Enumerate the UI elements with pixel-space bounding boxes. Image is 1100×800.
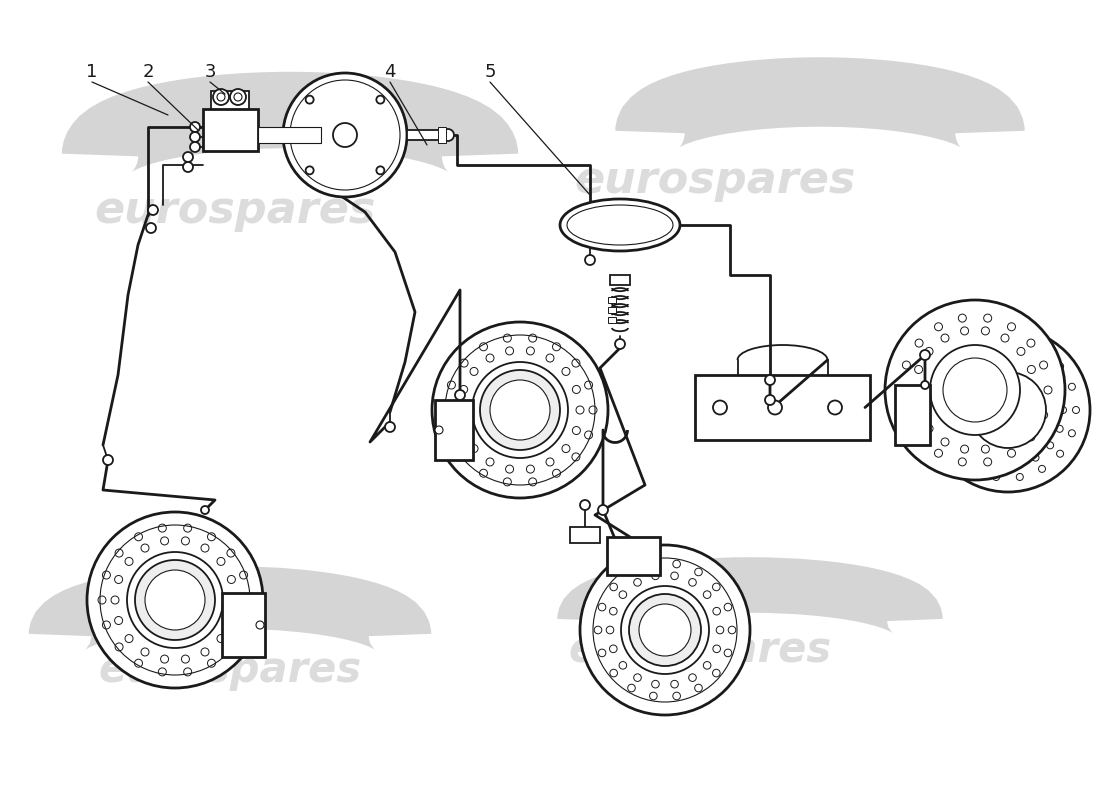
Circle shape — [442, 129, 454, 141]
Text: eurospares: eurospares — [574, 158, 856, 202]
Circle shape — [490, 380, 550, 440]
Circle shape — [385, 422, 395, 432]
Circle shape — [598, 505, 608, 515]
Circle shape — [256, 621, 264, 629]
Circle shape — [146, 223, 156, 233]
Circle shape — [190, 132, 200, 142]
Text: 5: 5 — [484, 63, 496, 81]
Circle shape — [585, 255, 595, 265]
Bar — [258, 127, 321, 143]
Circle shape — [87, 512, 263, 688]
Circle shape — [126, 552, 223, 648]
Circle shape — [217, 93, 226, 101]
Text: 4: 4 — [384, 63, 396, 81]
Circle shape — [921, 381, 929, 389]
Circle shape — [920, 350, 929, 360]
Circle shape — [930, 345, 1020, 435]
Text: eurospares: eurospares — [569, 629, 832, 671]
Circle shape — [190, 122, 200, 132]
Circle shape — [183, 152, 192, 162]
Bar — [438, 127, 446, 143]
Circle shape — [183, 162, 192, 172]
Circle shape — [828, 401, 842, 414]
Text: 3: 3 — [205, 63, 216, 81]
Circle shape — [580, 545, 750, 715]
Circle shape — [886, 300, 1065, 480]
Circle shape — [970, 372, 1046, 448]
Circle shape — [213, 89, 229, 105]
Circle shape — [230, 89, 246, 105]
Bar — [204, 109, 258, 151]
Circle shape — [190, 142, 200, 152]
Circle shape — [234, 93, 242, 101]
Circle shape — [768, 401, 782, 414]
Circle shape — [480, 370, 560, 450]
Circle shape — [629, 594, 701, 666]
Bar — [570, 527, 600, 543]
Polygon shape — [434, 400, 473, 460]
Circle shape — [580, 500, 590, 510]
Circle shape — [148, 205, 158, 215]
Circle shape — [621, 586, 710, 674]
Circle shape — [145, 570, 205, 630]
Circle shape — [283, 73, 407, 197]
Bar — [608, 297, 616, 303]
Text: eurospares: eurospares — [98, 649, 362, 691]
Circle shape — [434, 426, 443, 434]
Circle shape — [135, 560, 214, 640]
Circle shape — [472, 362, 568, 458]
Circle shape — [639, 604, 691, 656]
Circle shape — [926, 328, 1090, 492]
Circle shape — [713, 401, 727, 414]
Circle shape — [432, 322, 608, 498]
Text: 1: 1 — [86, 63, 98, 81]
Circle shape — [615, 339, 625, 349]
Circle shape — [943, 358, 1006, 422]
Bar — [610, 275, 630, 285]
Bar — [211, 91, 249, 109]
Bar — [608, 317, 616, 323]
Bar — [695, 375, 870, 440]
Polygon shape — [222, 593, 265, 657]
Polygon shape — [895, 385, 930, 445]
Circle shape — [201, 506, 209, 514]
Circle shape — [455, 390, 465, 400]
Polygon shape — [607, 537, 660, 575]
Ellipse shape — [560, 199, 680, 251]
Bar — [407, 130, 442, 140]
Circle shape — [103, 455, 113, 465]
Text: eurospares: eurospares — [95, 189, 376, 231]
Circle shape — [764, 395, 776, 405]
Text: 2: 2 — [142, 63, 154, 81]
Bar — [608, 307, 616, 313]
Circle shape — [764, 375, 776, 385]
